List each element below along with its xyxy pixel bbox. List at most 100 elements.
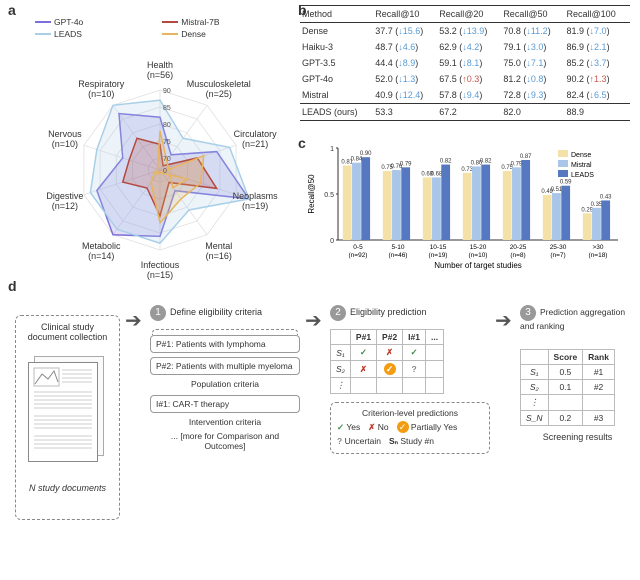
step3-num: 3	[520, 305, 536, 321]
panel-c-bars: 00.510.810.840.900-5(n=92)0.750.760.795-…	[300, 140, 630, 270]
rank-col: Score	[548, 350, 583, 365]
doc-collection-title: Clinical study document collection	[22, 322, 113, 342]
radar-axis-label: Musculoskeletal(n=25)	[184, 80, 254, 100]
svg-text:0.87: 0.87	[520, 154, 532, 160]
pred-col	[331, 330, 351, 345]
crit-legend-item: Sₙ Study #n	[389, 435, 434, 449]
svg-text:Mistral: Mistral	[571, 162, 592, 169]
panel-d-pipeline: Clinical study document collection	[10, 280, 630, 570]
svg-text:5-10: 5-10	[391, 244, 404, 251]
rank-row: S₁0.5#1	[521, 365, 615, 380]
svg-text:(n=92): (n=92)	[349, 252, 368, 259]
radar-axis-label: Circulatory(n=21)	[220, 130, 290, 150]
svg-text:(n=7): (n=7)	[550, 252, 565, 259]
svg-text:0.90: 0.90	[360, 151, 372, 157]
pred-col: P#1	[350, 330, 376, 345]
table-row: Haiku-348.7 (↓4.6)62.9 (↓4.2)79.1 (↓3.0)…	[300, 39, 630, 55]
crit-legend-item: ✓ Yes	[337, 421, 360, 435]
criterion-legend-title: Criterion-level predictions	[337, 408, 483, 418]
more-label: ... [more for Comparison and Outcomes]	[150, 431, 300, 451]
pop-label: Population criteria	[150, 379, 300, 389]
pred-row: ⋮	[331, 378, 444, 394]
step3-header: 3Prediction aggregation and ranking	[520, 305, 635, 331]
svg-text:Recall@50: Recall@50	[307, 174, 316, 214]
step2-title: Eligibility prediction	[350, 307, 427, 317]
table-row: GPT-3.544.4 (↓8.9)59.1 (↓8.1)75.0 (↓7.1)…	[300, 55, 630, 71]
svg-text:0.79: 0.79	[400, 161, 412, 167]
svg-text:80: 80	[163, 122, 171, 129]
step2-num: 2	[330, 305, 346, 321]
table-col: Recall@50	[501, 6, 564, 23]
radar-axis-label: Digestive(n=12)	[30, 192, 100, 212]
radar-axis-label: Health(n=56)	[125, 61, 195, 81]
svg-text:Dense: Dense	[571, 152, 591, 159]
svg-text:(n=46): (n=46)	[389, 252, 408, 259]
rank-row: S_N0.2#3	[521, 411, 615, 426]
crit-legend-item: ✓ Partially Yes	[397, 421, 458, 435]
svg-text:Number of target studies: Number of target studies	[434, 261, 522, 270]
svg-text:0.73: 0.73	[461, 167, 473, 173]
pred-col: I#1	[403, 330, 426, 345]
prediction-grid: P#1P#2I#1...S₁✓✗✓S₂✗✓?⋮	[330, 329, 444, 394]
svg-text:0.84: 0.84	[351, 157, 363, 163]
panel-a-radar: GPT-4oLEADSMistral-7BDense 07075808590 H…	[10, 5, 290, 265]
table-col: Recall@100	[565, 6, 630, 23]
table-row-ours: LEADS (ours)53.367.282.088.9	[300, 104, 630, 121]
step1-header: 1 Define eligibility criteria	[150, 305, 300, 321]
p2-box: P#2: Patients with multiple myeloma	[150, 357, 300, 375]
arrow-3: ➔	[495, 308, 512, 333]
svg-text:LEADS: LEADS	[571, 172, 594, 179]
radar-axis-label: Nervous(n=10)	[30, 130, 100, 150]
bar-chart: 00.510.810.840.900-5(n=92)0.750.760.795-…	[300, 140, 630, 270]
crit-legend-item: ✗ No	[368, 421, 388, 435]
table-row: Mistral40.9 (↓12.4)57.8 (↓9.4)72.8 (↓9.3…	[300, 87, 630, 104]
svg-text:0-5: 0-5	[353, 244, 363, 251]
svg-text:0.29: 0.29	[581, 207, 593, 213]
svg-text:0.82: 0.82	[440, 159, 452, 165]
svg-text:0.79: 0.79	[511, 161, 523, 167]
criterion-legend-box: Criterion-level predictions ✓ Yes ✗ No ✓ P…	[330, 402, 490, 454]
arrow-1: ➔	[125, 308, 142, 333]
step1-title: Define eligibility criteria	[170, 307, 262, 317]
radar-axis-label: Metabolic(n=14)	[66, 242, 136, 262]
i1-box: I#1: CAR-T therapy	[150, 395, 300, 413]
step1-num: 1	[150, 305, 166, 321]
radar-axis-label: Mental(n=16)	[184, 242, 254, 262]
doc-page-front	[28, 362, 98, 462]
pred-row: S₁✓✗✓	[331, 345, 444, 361]
svg-text:75: 75	[163, 139, 171, 146]
svg-text:70: 70	[163, 156, 171, 163]
svg-text:90: 90	[163, 88, 171, 95]
svg-text:0: 0	[330, 238, 334, 245]
screening-caption: Screening results	[520, 432, 635, 442]
svg-text:(n=19): (n=19)	[429, 252, 448, 259]
svg-text:15-20: 15-20	[470, 244, 487, 251]
svg-text:(n=8): (n=8)	[510, 252, 525, 259]
table-col: Method	[300, 6, 373, 23]
doc-count: N study documents	[22, 483, 113, 493]
p1-box: P#1: Patients with lymphoma	[150, 335, 300, 353]
svg-text:0.82: 0.82	[480, 159, 492, 165]
int-label: Intervention criteria	[150, 417, 300, 427]
doc-collection-box: Clinical study document collection	[15, 315, 120, 520]
rank-col	[521, 350, 549, 365]
panel-b-table: MethodRecall@10Recall@20Recall@50Recall@…	[300, 5, 630, 135]
radar-axis-label: Neoplasms(n=19)	[220, 192, 290, 212]
crit-legend-item: ? Uncertain	[337, 435, 381, 449]
svg-text:10-15: 10-15	[430, 244, 447, 251]
svg-text:(n=18): (n=18)	[589, 252, 608, 259]
recall-table: MethodRecall@10Recall@20Recall@50Recall@…	[300, 5, 630, 121]
table-col: Recall@20	[437, 6, 501, 23]
rank-table: ScoreRankS₁0.5#1S₂0.1#2⋮S_N0.2#3	[520, 349, 615, 426]
radar-axis-label: Respiratory(n=10)	[66, 80, 136, 100]
table-row: Dense37.7 (↓15.6)53.2 (↓13.9)70.8 (↓11.2…	[300, 23, 630, 40]
svg-text:85: 85	[163, 105, 171, 112]
rank-col: Rank	[583, 350, 615, 365]
pred-col: P#2	[377, 330, 403, 345]
svg-text:0.35: 0.35	[591, 202, 603, 208]
table-row: GPT-4o52.0 (↓1.3)67.5 (↑0.3)81.2 (↓0.8)9…	[300, 71, 630, 87]
svg-text:0.5: 0.5	[324, 192, 334, 199]
radar-axis-label: Infectious(n=15)	[125, 261, 195, 281]
pred-col: ...	[426, 330, 444, 345]
rank-row: ⋮	[521, 395, 615, 411]
